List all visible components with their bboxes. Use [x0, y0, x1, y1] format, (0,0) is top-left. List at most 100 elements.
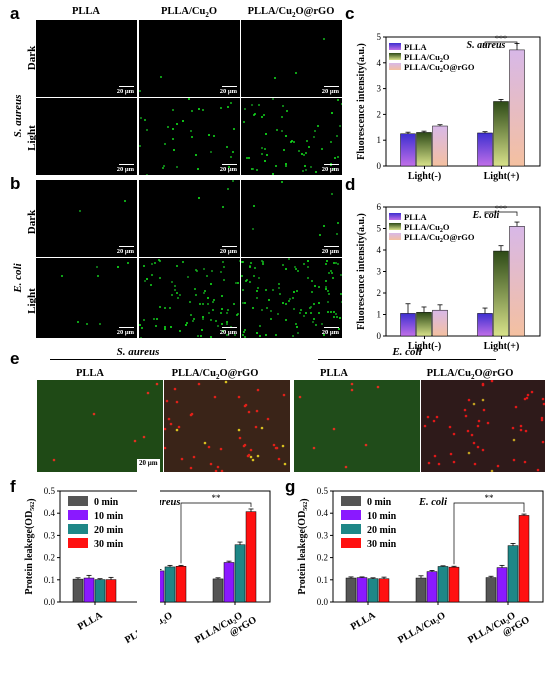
y-tick-label: 3 — [377, 84, 382, 94]
panel-label-f: f — [10, 477, 16, 496]
y-tick-label: 0.4 — [44, 508, 56, 518]
scale-bar: 20 μm — [219, 88, 237, 95]
bar — [164, 566, 176, 603]
bar — [485, 577, 497, 603]
significance-bracket — [180, 502, 252, 564]
species-annotation: E. coli — [472, 210, 500, 221]
bar — [493, 101, 509, 167]
bar — [432, 309, 448, 337]
legend-swatch — [341, 496, 361, 506]
scale-bar: 20 μm — [116, 329, 134, 336]
panel-label-g: g — [285, 477, 296, 496]
legend-label: 20 min — [367, 525, 397, 536]
micro-col-header-2: PLLA/Cu2O — [160, 6, 217, 20]
significance-mark: *** — [495, 34, 507, 43]
micrograph-tile: 20 μm — [241, 180, 342, 257]
y-axis-label: Fluorescence intensity(a.u.) — [356, 213, 367, 330]
micrograph-tile: 20 μm — [139, 20, 240, 97]
y-tick-label: 0 — [377, 161, 382, 171]
scale-bar: 20 μm — [116, 166, 134, 173]
y-axis-label: Protein leakege(OD562) — [24, 498, 37, 594]
group-header-1: S. aureus — [50, 346, 226, 360]
scale-bar: 20 μm — [219, 329, 237, 336]
y-tick-label: 0.2 — [44, 553, 55, 563]
species-annotation: E. coli — [418, 497, 447, 508]
y-tick-label: 0.3 — [44, 530, 56, 540]
legend-label: 30 min — [94, 539, 124, 550]
legend-label: 0 min — [367, 497, 392, 508]
y-tick-label: 6 — [377, 202, 382, 212]
bar — [223, 562, 235, 603]
bar — [400, 313, 416, 337]
bar — [432, 125, 448, 167]
species-annotation: S. aureus — [467, 40, 506, 51]
bar — [416, 132, 432, 167]
y-axis-label: Fluorescence intensity(a.u.) — [356, 43, 367, 160]
legend-swatch — [389, 233, 401, 240]
bar — [437, 566, 449, 603]
significance-bracket — [484, 41, 518, 46]
significance-bracket — [453, 502, 525, 565]
y-tick-label: 0.3 — [317, 530, 329, 540]
e-col-header-1: PLLA — [75, 368, 104, 379]
live-dead-image — [37, 380, 163, 472]
scale-bar: 20 μm — [321, 166, 339, 173]
x-tick-label: Light(+) — [484, 341, 520, 352]
e-col-header-2: PLLA/Cu2O@rGO — [171, 368, 259, 382]
panel-label-d: d — [345, 175, 356, 194]
micro-col-header-1: PLLA — [71, 6, 100, 17]
legend-label: 20 min — [94, 525, 124, 536]
x-tick-label: Light(-) — [408, 171, 441, 182]
legend-swatch — [389, 53, 401, 60]
bar — [175, 566, 187, 603]
bar — [105, 579, 117, 603]
y-tick-label: 0.0 — [44, 597, 56, 607]
micrograph-tile: 20 μm — [139, 98, 240, 175]
legend-swatch — [389, 223, 401, 230]
panel-label-e: e — [10, 349, 20, 368]
y-axis-label: Protein leakege(OD562) — [297, 498, 310, 594]
bar — [378, 578, 390, 603]
bar — [212, 578, 224, 603]
bar — [94, 579, 106, 603]
micrograph-tile: 20 μm — [241, 98, 342, 175]
y-tick-label: 0.0 — [317, 597, 329, 607]
bar — [415, 577, 427, 603]
bar — [507, 545, 519, 603]
y-tick-label: 1 — [377, 310, 382, 320]
legend-swatch — [389, 63, 401, 70]
legend-label: PLLA/Cu2O@rGO — [404, 62, 475, 74]
scale-bar: 20 μm — [219, 166, 237, 173]
micrograph-tile: 20 μm — [241, 20, 342, 97]
live-dead-image — [294, 380, 420, 472]
x-tick-label: Light(+) — [484, 171, 520, 182]
bar — [83, 577, 95, 603]
legend-swatch — [68, 538, 88, 548]
significance-mark: *** — [495, 204, 507, 213]
y-tick-label: 5 — [377, 32, 382, 42]
legend-label: 30 min — [367, 539, 397, 550]
group-header-2: E. coli — [318, 346, 496, 360]
x-tick-label: PLLA — [349, 610, 378, 633]
legend-swatch — [341, 524, 361, 534]
panel-label-b: b — [10, 174, 21, 193]
legend-label: 10 min — [367, 511, 397, 522]
bar — [518, 515, 530, 603]
micrograph-tile: 20 μm — [139, 258, 240, 338]
bar — [400, 133, 416, 167]
legend-label: 10 min — [94, 511, 124, 522]
species-annotation: S. aureus — [140, 497, 181, 508]
legend-swatch — [68, 496, 88, 506]
scale-bar: 20 μm — [321, 88, 339, 95]
micrograph-tile: 20 μm — [36, 20, 137, 97]
y-tick-label: 2 — [377, 109, 382, 119]
y-tick-label: 0.5 — [317, 486, 329, 496]
bar — [493, 250, 509, 337]
bar — [426, 571, 438, 603]
x-tick-label: PLLA — [76, 610, 105, 633]
legend-label: PLLA — [404, 42, 428, 52]
scale-bar: 20 μm — [321, 329, 339, 336]
bar — [245, 511, 257, 603]
scale-bar: 20 μm — [219, 248, 237, 255]
scale-bar: 20 μm — [116, 88, 134, 95]
